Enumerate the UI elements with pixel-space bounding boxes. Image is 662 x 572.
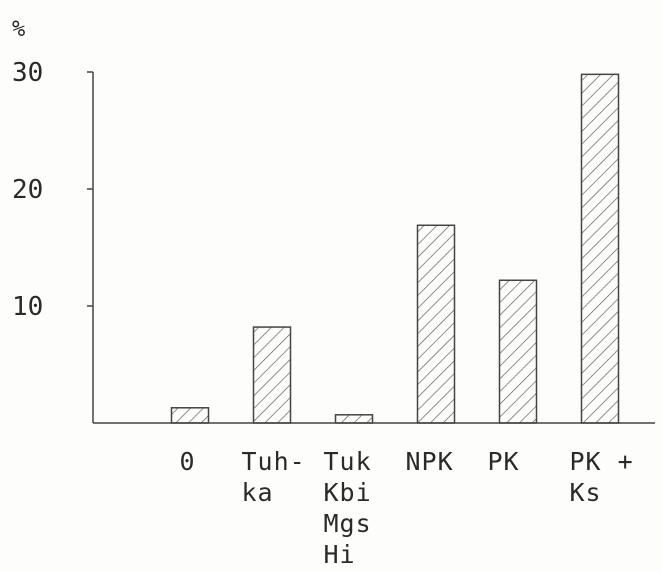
bar xyxy=(170,407,210,424)
x-category-label: PK xyxy=(488,447,520,476)
y-axis-ticks: 10 20 30 xyxy=(12,58,93,322)
bar xyxy=(334,414,374,424)
x-category-label: 0 xyxy=(180,447,196,476)
x-category-label: PK + Ks xyxy=(570,447,634,507)
y-axis-unit-label: % xyxy=(12,17,25,42)
y-tick-label: 20 xyxy=(12,175,43,205)
bar xyxy=(416,224,456,424)
x-category-label: Tuh-ka xyxy=(242,447,306,507)
y-tick-label: 30 xyxy=(12,58,43,88)
x-category-label: Tuk Kbi Mgs Hi xyxy=(324,447,372,569)
x-axis-labels: 0 Tuh-ka Tuk Kbi Mgs Hi NPK PK PK + Ks xyxy=(180,447,634,569)
y-tick-label: 10 xyxy=(12,292,43,322)
bars-group xyxy=(170,73,620,424)
bar xyxy=(252,326,292,424)
x-category-label: NPK xyxy=(406,447,454,476)
bar xyxy=(498,279,538,424)
bar xyxy=(580,73,620,424)
